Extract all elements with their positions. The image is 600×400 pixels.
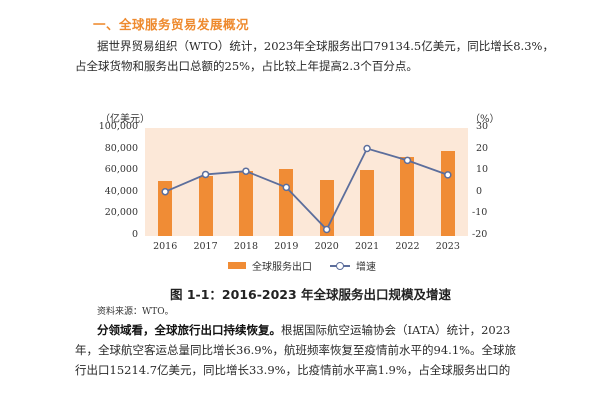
y-tick-label: 0 (131, 229, 138, 240)
bar-2022 (400, 157, 415, 236)
paragraph-1-line-2: 占全球货物和服务出口总额的25%，占比较上年提高2.3个百分点。 (75, 59, 418, 73)
legend: 全球服务出口 增速 (228, 258, 376, 273)
y-tick-label: 20,000 (104, 207, 138, 219)
paragraph-2-line-3: 行出口15214.7亿美元，同比增长33.9%，比疫情前水平高1.9%，占全球服… (75, 363, 511, 377)
bar-swatch-icon (228, 262, 246, 269)
y2-tick-label: 0 (476, 185, 483, 197)
y2-tick-label: -20 (472, 229, 488, 240)
bar-2023 (440, 150, 455, 236)
growth-point-2021 (363, 144, 371, 153)
line-marker-icon (330, 261, 350, 271)
bar-2017 (198, 175, 213, 236)
x-tick-label: 2019 (274, 241, 299, 252)
figure-caption: 图 1-1：2016-2023 年全球服务出口规模及增速 (170, 287, 452, 302)
x-tick-label: 2020 (314, 241, 339, 252)
x-tick-label: 2021 (354, 241, 380, 252)
paragraph-2-line-1-rest: 根据国际航空运输协会（IATA）统计，2023 (281, 323, 511, 337)
x-tick-label: 2023 (435, 241, 460, 252)
y2-axis-label: （%） (470, 114, 500, 125)
y-axis-label: （亿美元） (100, 114, 150, 125)
source-note: 资料来源：WTO。 (97, 307, 174, 317)
y2-tick-label: 10 (476, 164, 489, 176)
growth-point-2017 (201, 170, 210, 179)
paragraph-2-line-1: 分领域看，全球旅行出口持续恢复。根据国际航空运输协会（IATA）统计，2023 (97, 320, 510, 340)
paragraph-2-lead: 分领域看，全球旅行出口持续恢复。 (97, 323, 281, 337)
x-tick-label: 2018 (233, 241, 259, 252)
growth-point-2023 (444, 171, 452, 179)
y-tick-label: 100,000 (98, 121, 138, 132)
bar-2016 (158, 181, 173, 236)
y-tick-label: 40,000 (104, 185, 138, 197)
growth-point-2018 (242, 167, 250, 175)
growth-point-2019 (282, 183, 291, 192)
paragraph-1-line-1: 据世界贸易组织（WTO）统计，2023年全球服务出口79134.5亿美元，同比增… (97, 39, 554, 53)
x-tick-label: 2022 (395, 241, 420, 252)
y-tick-label: 80,000 (104, 142, 138, 154)
x-tick-label: 2017 (193, 241, 218, 252)
growth-point-2020 (322, 225, 331, 234)
bar-2021 (360, 170, 375, 236)
y2-tick-label: -10 (472, 207, 488, 219)
growth-point-2016 (161, 187, 169, 196)
y-tick-label: 60,000 (104, 164, 138, 176)
bar-2018 (238, 170, 253, 236)
section-heading: 一、全球服务贸易发展概况 (93, 17, 250, 32)
y2-tick-label: 20 (476, 142, 489, 154)
x-tick-label: 2016 (153, 241, 178, 252)
growth-point-2022 (403, 156, 412, 165)
legend-bar-label: 全球服务出口 (252, 262, 312, 273)
paragraph-2-line-2: 年，全球航空客运总量同比增长36.9%，航班频率恢复至疫情前水平的94.1%。全… (75, 343, 517, 357)
legend-line-label: 增速 (356, 262, 376, 273)
y2-tick-label: 30 (476, 121, 489, 132)
